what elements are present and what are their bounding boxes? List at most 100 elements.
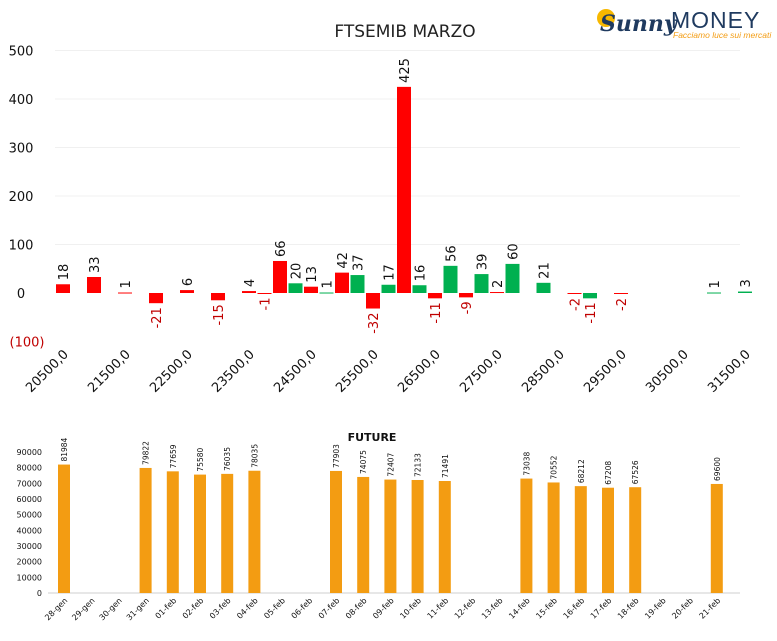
oi-bar: [397, 86, 411, 293]
future-data-label: 74075: [359, 450, 368, 474]
future-bar: [330, 470, 342, 593]
oi-bar: [505, 263, 520, 293]
future-x-tick-label: 30-gen: [98, 596, 124, 622]
oi-data-label: 33: [88, 256, 103, 273]
future-data-labels: 81984 79822 77659 75580 76035 78035 77903 74075…: [60, 437, 722, 484]
future-x-tick-label: 21-feb: [698, 596, 723, 621]
future-data-label: 76035: [223, 447, 232, 471]
oi-bar: [707, 292, 721, 294]
oi-bar: [536, 282, 551, 293]
oi-data-label: 1: [119, 280, 134, 288]
oi-bar: [428, 293, 442, 299]
oi-data-label: -15: [212, 304, 227, 325]
oi-data-label: 60: [507, 243, 522, 260]
oi-chart-title: FTSEMIB MARZO: [334, 22, 475, 42]
future-bars: [58, 464, 723, 593]
oi-bars: [56, 86, 752, 309]
future-y-tick-label: 70000: [17, 479, 42, 488]
future-x-tick-label: 07-feb: [317, 596, 342, 621]
oi-data-label: 1: [321, 280, 336, 288]
future-data-label: 78035: [250, 444, 259, 468]
oi-data-label: -32: [367, 313, 382, 334]
logo-word-sunny: Sunny: [600, 11, 679, 37]
future-x-tick-label: 09-feb: [371, 596, 396, 621]
future-data-label: 81984: [60, 437, 69, 461]
oi-bar: [118, 292, 132, 294]
oi-x-tick-label: 23500,0: [209, 347, 258, 396]
future-y-axis: 90000 80000 70000 60000 50000 40000 30000 20000…: [17, 448, 42, 598]
oi-bar: [412, 285, 427, 293]
oi-bar: [350, 275, 365, 293]
oi-bar: [304, 286, 318, 293]
future-x-tick-label: 08-feb: [344, 596, 369, 621]
future-x-tick-label: 17-feb: [589, 596, 614, 621]
oi-x-axis: 20500,0 21500,0 22500,0 23500,0 24500,0 25500…: [23, 347, 754, 396]
oi-bar: [242, 291, 256, 293]
oi-bar: [257, 293, 272, 294]
future-x-tick-label: 19-feb: [643, 596, 668, 621]
future-data-label: 70552: [550, 455, 559, 479]
oi-data-label: 37: [352, 255, 367, 272]
oi-bar: [319, 292, 334, 294]
future-data-label: 77903: [332, 444, 341, 468]
future-data-label: 79822: [142, 441, 151, 465]
future-y-tick-label: 0: [37, 589, 42, 598]
future-y-tick-label: 50000: [17, 511, 42, 520]
future-data-label: 67208: [604, 461, 613, 485]
future-y-tick-label: 20000: [17, 558, 42, 567]
oi-bar: [149, 293, 163, 304]
oi-data-label: -11: [584, 302, 599, 323]
oi-data-label: 20: [290, 263, 305, 280]
oi-bar: [381, 284, 396, 293]
oi-data-label: 16: [414, 265, 429, 282]
logo-tagline: Facciamo luce sui mercati: [673, 30, 772, 40]
oi-x-tick-label: 27500,0: [457, 347, 506, 396]
oi-data-label: 17: [383, 264, 398, 281]
oi-y-tick-label: 100: [9, 239, 34, 254]
future-data-label: 71491: [441, 454, 450, 478]
future-bar: [547, 482, 560, 593]
oi-data-label: 42: [336, 252, 351, 269]
future-data-label: 68212: [577, 459, 586, 483]
future-bar: [357, 476, 370, 593]
oi-x-tick-label: 20500,0: [23, 347, 72, 396]
oi-x-tick-label: 26500,0: [395, 347, 444, 396]
future-data-label: 77659: [169, 444, 178, 468]
oi-data-label: 2: [491, 280, 506, 288]
oi-x-tick-label: 24500,0: [271, 347, 320, 396]
logo-word-money: MONEY: [671, 7, 760, 33]
future-x-tick-label: 20-feb: [670, 596, 695, 621]
oi-x-tick-label: 29500,0: [581, 347, 630, 396]
oi-x-tick-label: 28500,0: [519, 347, 568, 396]
future-bar: [139, 467, 152, 593]
future-data-label: 72133: [414, 453, 423, 477]
future-y-tick-label: 80000: [17, 464, 42, 473]
oi-bar: [366, 293, 380, 309]
future-x-tick-label: 02-feb: [181, 596, 206, 621]
sunny-money-logo: Sunny MONEY Facciamo luce sui mercati: [597, 7, 772, 40]
future-bar: [166, 471, 179, 593]
future-chart: FUTURE 90000 80000 70000 60000 50000 40000 300…: [17, 431, 740, 622]
future-x-tick-label: 05-feb: [262, 596, 287, 621]
oi-y-tick-label: 500: [9, 45, 34, 60]
future-x-tick-label: 13-feb: [480, 596, 505, 621]
future-y-tick-label: 60000: [17, 495, 42, 504]
oi-y-tick-label-negative: (100): [10, 336, 45, 351]
future-x-tick-label: 31-gen: [125, 596, 151, 622]
future-bar: [384, 479, 397, 593]
future-y-tick-label: 30000: [17, 542, 42, 551]
oi-bar: [567, 293, 582, 294]
future-bar: [520, 478, 533, 593]
oi-x-tick-label: 22500,0: [147, 347, 196, 396]
future-data-label: 73038: [522, 451, 531, 475]
oi-bar: [180, 290, 194, 293]
oi-data-label: -2: [569, 298, 584, 311]
future-x-tick-label: 12-feb: [453, 596, 478, 621]
oi-data-label: 13: [305, 266, 320, 283]
oi-y-tick-label: 200: [9, 190, 34, 205]
oi-bar: [443, 265, 458, 293]
future-x-tick-label: 29-gen: [70, 596, 96, 622]
oi-bar: [614, 293, 628, 294]
